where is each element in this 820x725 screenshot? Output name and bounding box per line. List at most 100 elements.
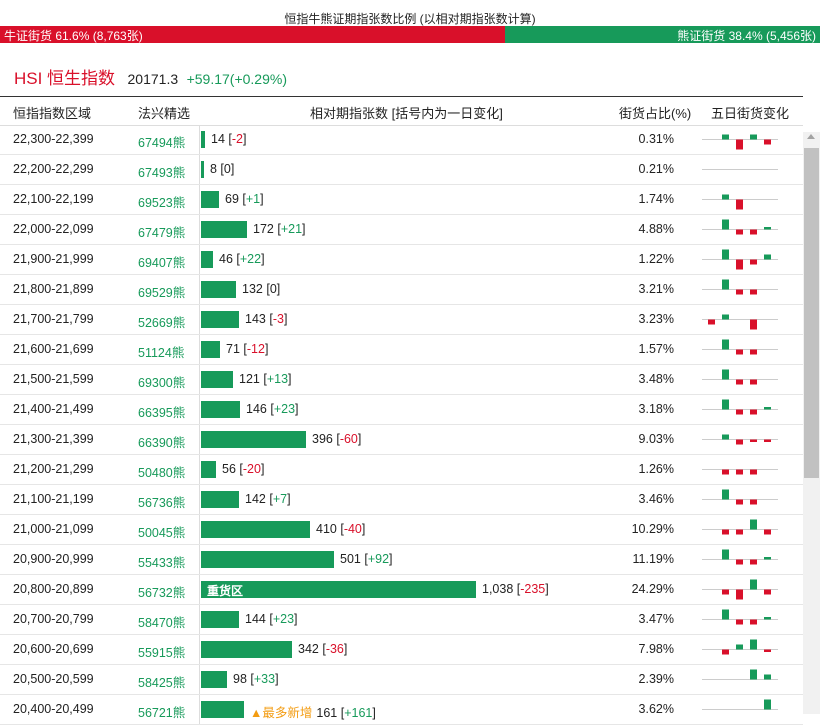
table-row: 21,900-21,999 69407熊 46 [+22] 1.22% [0, 245, 803, 275]
count-value: 46 [219, 252, 233, 266]
divider [199, 275, 200, 304]
sparkline-bar [736, 409, 743, 415]
warrant-code-link[interactable]: 56721熊 [138, 706, 186, 720]
divider [199, 395, 200, 424]
contracts-bar [201, 341, 220, 358]
warrant-code-link[interactable]: 67479熊 [138, 226, 186, 240]
sparkline-bar [764, 529, 771, 535]
sparkline-bar [722, 134, 729, 140]
warrant-code-link[interactable]: 69300熊 [138, 376, 186, 390]
zone-cell: 20,900-20,999 [13, 552, 94, 566]
daily-change: +23 [272, 612, 295, 626]
count-value: 144 [245, 612, 266, 626]
share-percent: 3.18% [638, 402, 674, 416]
five-day-sparkline [702, 339, 778, 355]
warrant-code-link[interactable]: 56736熊 [138, 496, 186, 510]
sparkline-bar [736, 559, 743, 565]
warrant-code-link[interactable]: 52669熊 [138, 316, 186, 330]
divider [199, 605, 200, 634]
sparkline-bar [736, 619, 743, 625]
zone-cell: 22,000-22,099 [13, 222, 94, 236]
count-value: 121 [239, 372, 260, 386]
five-day-sparkline [702, 549, 778, 565]
warrant-code-link[interactable]: 55915熊 [138, 646, 186, 660]
scroll-up-arrow-icon[interactable] [807, 134, 815, 139]
count-value: 8 [210, 162, 217, 176]
sparkline-bar [764, 589, 771, 595]
daily-change: +92 [367, 552, 390, 566]
header-contracts: 相对期指张数 [括号内为一日变化] [310, 106, 503, 121]
zone-cell: 21,000-21,099 [13, 522, 94, 536]
warrant-code-link[interactable]: 50480熊 [138, 466, 186, 480]
table-row: 22,100-22,199 69523熊 69 [+1] 1.74% [0, 185, 803, 215]
daily-change: -36 [325, 642, 344, 656]
warrant-code-link[interactable]: 66395熊 [138, 406, 186, 420]
scroll-thumb[interactable] [804, 148, 819, 478]
table-row: 21,200-21,299 50480熊 56 [-20] 1.26% [0, 455, 803, 485]
divider [199, 365, 200, 394]
warrant-code-link[interactable]: 51124熊 [138, 346, 185, 360]
index-quote: HSI 恒生指数 20171.3 +59.17(+0.29%) [14, 64, 287, 88]
five-day-sparkline [702, 434, 778, 445]
index-name[interactable]: HSI 恒生指数 [14, 69, 116, 88]
contracts-bar [201, 641, 292, 658]
warrant-code-link[interactable]: 67494熊 [138, 136, 186, 150]
contracts-count: 69 [+1] [225, 192, 264, 206]
warrant-code-link[interactable]: 67493熊 [138, 166, 186, 180]
sparkline-bar [722, 529, 729, 535]
bear-segment [505, 26, 820, 43]
sparkline-bar [722, 219, 729, 230]
warrant-code-link[interactable]: 55433熊 [138, 556, 186, 570]
sparkline-bar [722, 399, 729, 410]
sparkline-bar [736, 439, 743, 445]
warrant-code-link[interactable]: 58425熊 [138, 676, 186, 690]
header-trend: 五日街货变化 [711, 106, 790, 121]
contracts-count: ▲最多新增 161 [+161] [250, 706, 376, 720]
sparkline-bar [750, 259, 757, 265]
contracts-bar [201, 431, 306, 448]
zone-cell: 21,600-21,699 [13, 342, 94, 356]
warrant-code-link[interactable]: 66390熊 [138, 436, 186, 450]
sparkline-bar [736, 469, 743, 475]
warrant-code-link[interactable]: 69523熊 [138, 196, 186, 210]
share-percent: 4.88% [638, 222, 674, 236]
sparkline-bar [722, 469, 729, 475]
table-row: 20,600-20,699 55915熊 342 [-36] 7.98% [0, 635, 803, 665]
warrant-code-link[interactable]: 50045熊 [138, 526, 186, 540]
divider [199, 575, 200, 604]
sparkline-bar [736, 199, 743, 210]
sparkline-bar [722, 434, 729, 440]
daily-change: 0 [223, 162, 231, 176]
sparkline-bar [708, 319, 715, 325]
warrant-code-link[interactable]: 69529熊 [138, 286, 186, 300]
contracts-count: 46 [+22] [219, 252, 265, 266]
sparkline-bar [722, 249, 729, 260]
count-value: 71 [226, 342, 240, 356]
sparkline-bar [764, 139, 771, 145]
contracts-count: 14 [-2] [211, 132, 247, 146]
sparkline-bar [722, 489, 729, 500]
contracts-count: 98 [+33] [233, 672, 279, 686]
warrant-code-link[interactable]: 58470熊 [138, 616, 186, 630]
warrant-code-link[interactable]: 56732熊 [138, 586, 186, 600]
contracts-bar [201, 671, 227, 688]
sparkline-bar [736, 529, 743, 535]
contracts-bar [201, 551, 334, 568]
contracts-count: 410 [-40] [316, 522, 366, 536]
count-value: 14 [211, 132, 225, 146]
zone-cell: 22,200-22,299 [13, 162, 94, 176]
warrant-code-link[interactable]: 69407熊 [138, 256, 186, 270]
contracts-count: 172 [+21] [253, 222, 306, 236]
five-day-sparkline [702, 609, 778, 625]
sparkline-bar [750, 289, 757, 295]
daily-change: 0 [269, 282, 277, 296]
contracts-bar [201, 311, 239, 328]
sparkline-bar [764, 407, 771, 410]
sparkline-bar [736, 139, 743, 150]
contracts-bar [201, 131, 205, 148]
table-row: 21,300-21,399 66390熊 396 [-60] 9.03% [0, 425, 803, 455]
daily-change: +7 [272, 492, 288, 506]
divider [199, 125, 200, 154]
scrollbar[interactable] [803, 132, 820, 714]
contracts-count: 8 [0] [210, 162, 235, 176]
